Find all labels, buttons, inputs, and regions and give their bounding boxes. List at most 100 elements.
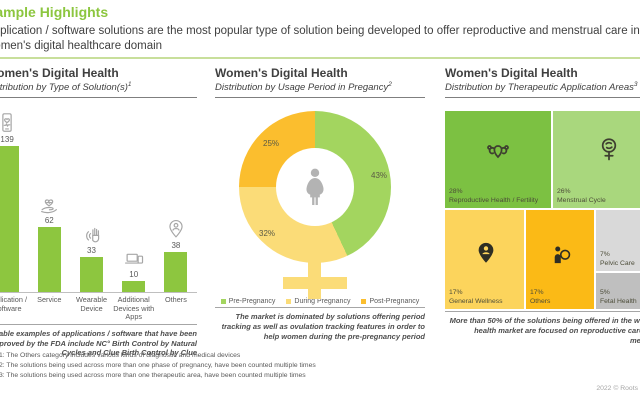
column-type-of-solutions: Women's Digital Health Distribution by T… <box>0 66 197 358</box>
treemap-cell-name: Others <box>530 297 551 305</box>
copyright-footer: 2022 © Roots <box>596 385 638 392</box>
bar-category: Service <box>37 295 62 305</box>
slide-subtitle: Application / software solutions are the… <box>0 25 640 52</box>
treemap-cell-pelvic-care: 7% Pelvic Care <box>596 210 640 272</box>
treemap-cell-pct: 17% <box>449 288 463 296</box>
treemap-cell-menstrual-cycle: 26% Menstrual Cycle <box>553 111 640 209</box>
chart-subtitle-text: Distribution by Usage Period in Pregancy <box>215 82 389 94</box>
treemap-cell-label: 17% Others <box>530 288 550 306</box>
bar-category: Others <box>164 295 187 305</box>
bar-chart: 139 62 33 <box>0 101 197 294</box>
wellness-person-pin-icon <box>473 240 499 266</box>
legend-label: During Pregnancy <box>294 298 351 306</box>
legend-label: Pre-Pregnancy <box>228 298 276 306</box>
treemap-chart: 28% Reproductive Health / Fertility 26% <box>445 111 640 310</box>
person-pin-icon <box>165 218 187 240</box>
slide-title: Sample Highlights <box>0 4 109 20</box>
bar <box>37 227 61 293</box>
treemap-cell-pct: 5% <box>600 288 610 296</box>
legend-bullet <box>361 299 367 305</box>
bar-value: 139 <box>0 135 14 145</box>
bar-category: Application / Software <box>0 295 27 313</box>
header-divider <box>0 57 640 59</box>
note-divider <box>0 323 197 325</box>
chart-subtitle: Distribution by Therapeutic Application … <box>445 81 640 93</box>
bar-category: Wearable Device <box>75 295 108 313</box>
treemap-cell-label: 28% Reproductive Health / Fertility <box>449 187 538 205</box>
laptop-devices-icon <box>123 247 145 269</box>
smartphone-heart-icon <box>0 112 18 134</box>
treemap-cell-name: Menstrual Cycle <box>557 196 606 204</box>
chart-subtitle: Distribution by Type of Solution(s)1 <box>0 81 197 93</box>
legend-item: Post-Pregnancy <box>361 298 419 305</box>
treemap-cell-pct: 28% <box>449 187 463 195</box>
chart-title: Women's Digital Health <box>0 66 119 80</box>
chart-subtitle-text: Distribution by Therapeutic Application … <box>445 82 634 94</box>
note-divider <box>215 307 425 309</box>
bar <box>80 257 103 293</box>
legend-item: Pre-Pregnancy <box>220 298 276 306</box>
legend-bullet <box>220 299 226 305</box>
treemap-cell-name: Fetal Health <box>600 297 637 305</box>
footnote-ref: 3 <box>633 81 638 88</box>
bar-group: 38 <box>155 218 197 293</box>
note-divider <box>445 311 640 313</box>
footnotes: 1: The Others category includes various … <box>0 351 316 382</box>
chart-note: Notable examples of applications / softw… <box>0 328 197 358</box>
bar <box>0 146 19 293</box>
chart-note: The market is dominated by solutions off… <box>221 312 425 341</box>
title-divider <box>215 97 425 99</box>
legend-label: Post-Pregnancy <box>369 298 420 306</box>
column-therapeutic-areas: Women's Digital Health Distribution by T… <box>445 66 640 345</box>
footnote-3: 3: The solutions being used across more … <box>0 372 306 380</box>
uterus-icon <box>483 137 513 167</box>
bar <box>164 252 188 293</box>
bar-group: 33 <box>70 223 112 293</box>
treemap-cell-others: 17% Others <box>526 210 594 310</box>
hand-heart-icon <box>38 193 60 215</box>
donut-pct-during: 32% <box>259 229 276 239</box>
donut-center <box>276 148 354 227</box>
bar-group: 10 <box>113 247 155 293</box>
footnote-1: 1: The Others category includes various … <box>0 352 241 359</box>
wearable-hand-icon <box>81 223 103 245</box>
bar-group: 139 <box>0 112 28 293</box>
treemap-cell-fetal-health: 5% Fetal Health <box>596 273 640 310</box>
treemap-cell-label: 7% Pelvic Care <box>600 250 635 268</box>
bar <box>122 281 146 293</box>
donut-chart: 43% 32% 25% <box>215 101 425 300</box>
treemap-cell-name: Pelvic Care <box>600 259 635 267</box>
treemap-cell-reproductive-health: 28% Reproductive Health / Fertility <box>445 111 551 209</box>
treemap-cell-label: 5% Fetal Health <box>600 288 637 306</box>
footnote-2: 2: The solutions being used across more … <box>0 362 316 370</box>
donut-legend: Pre-Pregnancy During Pregnancy Post-Preg… <box>215 298 425 305</box>
footnote-ref: 1 <box>127 81 132 88</box>
chart-subtitle-text: Distribution by Type of Solution(s) <box>0 82 128 94</box>
legend-bullet <box>286 299 292 305</box>
treemap-cell-general-wellness: 17% General Wellness <box>445 210 524 310</box>
treemap-cell-pct: 7% <box>600 250 610 258</box>
menstrual-cycle-icon <box>595 135 623 163</box>
treemap-cell-label: 17% General Wellness <box>449 288 503 306</box>
footnote-ref: 2 <box>388 81 392 88</box>
donut-pct-post: 25% <box>263 139 280 149</box>
bar-value: 62 <box>44 216 54 226</box>
title-divider <box>0 97 197 99</box>
chart-subtitle: Distribution by Usage Period in Pregancy… <box>215 81 425 93</box>
bar-value: 38 <box>171 241 181 251</box>
column-usage-period: Women's Digital Health Distribution by U… <box>215 66 425 341</box>
bar-category-labels: Application / Software Service Wearable … <box>0 293 197 322</box>
legend-item: During Pregnancy <box>286 298 350 305</box>
bar-value: 10 <box>129 270 139 280</box>
treemap-cell-name: General Wellness <box>449 297 503 305</box>
female-symbol-crossbar <box>283 277 347 290</box>
bar-value: 33 <box>87 246 96 256</box>
others-person-icon <box>548 242 574 268</box>
treemap-cell-pct: 26% <box>557 187 571 195</box>
chart-note: More than 50% of the solutions being off… <box>449 316 640 345</box>
treemap-cell-pct: 17% <box>530 288 544 296</box>
chart-title: Women's Digital Health <box>215 66 348 80</box>
treemap-cell-name: Reproductive Health / Fertility <box>449 196 539 204</box>
